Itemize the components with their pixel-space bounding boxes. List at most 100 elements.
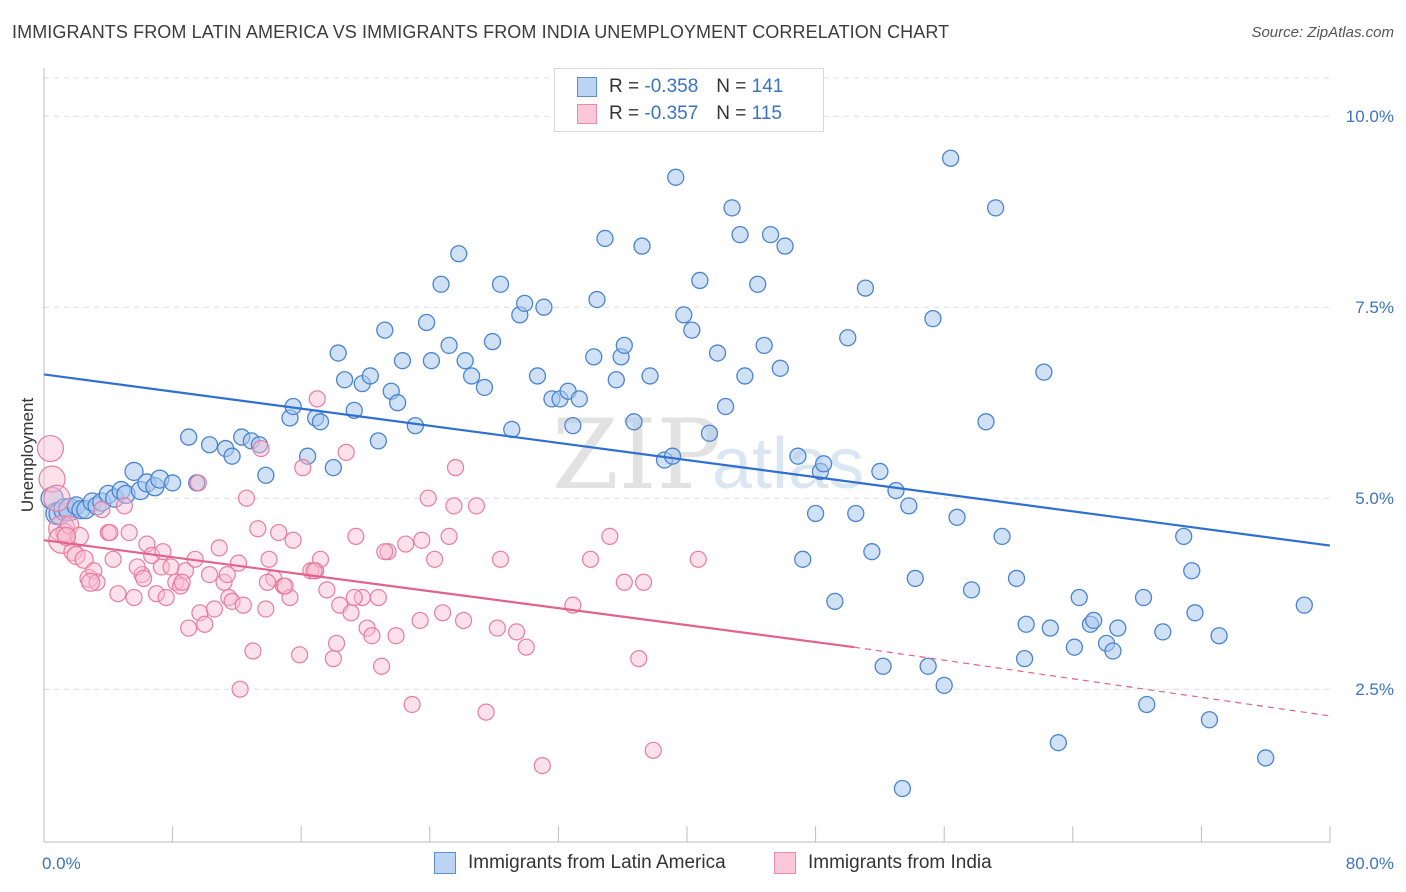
data-point-india <box>157 588 175 607</box>
data-point-latin-america <box>515 294 534 313</box>
data-point-latin-america <box>1154 623 1172 641</box>
series-legend-label: Immigrants from India <box>808 852 992 873</box>
data-point-latin-america <box>893 779 912 798</box>
data-point-latin-america <box>749 275 767 293</box>
data-point-latin-america <box>708 344 727 362</box>
data-point-india <box>120 523 138 542</box>
data-point-latin-america <box>1085 611 1103 630</box>
data-point-latin-america <box>588 290 606 309</box>
data-point-india <box>363 627 381 645</box>
data-point-latin-america <box>1007 569 1026 588</box>
y-tick-label: 2.5% <box>1355 680 1394 699</box>
data-point-india <box>689 550 707 568</box>
data-point-india <box>109 585 127 603</box>
data-point-latin-america <box>874 657 892 675</box>
data-point-latin-america <box>839 329 857 347</box>
data-point-latin-america <box>422 352 441 370</box>
data-point-latin-america <box>491 275 510 293</box>
data-point-india <box>244 642 262 660</box>
data-point-latin-america <box>1200 711 1219 729</box>
data-point-india <box>337 443 355 461</box>
data-point-latin-america <box>826 592 844 610</box>
data-point-india <box>318 581 336 599</box>
data-point-latin-america <box>615 336 633 355</box>
data-point-india <box>162 558 180 576</box>
data-point-latin-america <box>667 168 685 186</box>
data-point-latin-america <box>1104 642 1122 660</box>
data-point-latin-america <box>440 336 458 355</box>
data-point-latin-america <box>962 581 981 599</box>
data-point-india <box>81 572 101 592</box>
data-point-latin-america <box>716 397 735 416</box>
data-point-india <box>615 573 633 591</box>
data-point-latin-america <box>1183 562 1201 580</box>
y-tick-label: 10.0% <box>1346 107 1394 126</box>
data-point-latin-america <box>1210 627 1228 645</box>
data-point-latin-america <box>736 367 754 385</box>
data-point-india <box>223 592 241 610</box>
data-point-india <box>488 619 506 637</box>
data-point-latin-america <box>1109 619 1127 637</box>
data-point-india <box>369 588 387 607</box>
data-point-india <box>257 600 275 618</box>
data-point-india <box>508 623 526 641</box>
data-point-latin-america <box>1065 638 1084 656</box>
data-point-india <box>630 650 648 668</box>
data-point-latin-america <box>564 416 582 435</box>
data-point-india <box>434 604 452 622</box>
legend-r-value: -0.357 <box>644 103 699 124</box>
data-point-india <box>413 531 431 549</box>
legend-r-label: R = <box>609 103 640 124</box>
legend-n-label: N = <box>716 103 747 124</box>
data-point-india <box>517 638 535 656</box>
series-legend-swatch-blue <box>434 852 456 874</box>
data-point-india <box>189 474 207 492</box>
trend-lines <box>43 373 1331 717</box>
series-india-points <box>36 390 707 775</box>
data-point-latin-america <box>1017 615 1035 633</box>
data-point-latin-america <box>257 466 275 484</box>
y-tick-label: 7.5% <box>1355 298 1394 317</box>
data-point-india <box>290 646 309 664</box>
data-point-india <box>634 573 653 591</box>
data-point-latin-america <box>993 527 1011 546</box>
data-point-india <box>454 611 473 630</box>
data-point-latin-america <box>1070 588 1088 607</box>
data-point-latin-america <box>607 371 625 389</box>
data-point-latin-america <box>935 676 953 695</box>
data-point-latin-america <box>789 447 807 465</box>
legend-swatch-blue <box>577 77 597 97</box>
data-point-india <box>426 550 444 568</box>
data-point-india <box>93 501 111 519</box>
data-point-india <box>477 703 495 721</box>
x-tick-label: 80.0% <box>1346 854 1394 873</box>
legend-swatch-pink <box>577 104 597 124</box>
data-point-latin-america <box>369 432 388 450</box>
data-point-latin-america <box>335 371 354 389</box>
legend-n-value: 115 <box>751 103 782 124</box>
data-point-latin-america <box>633 237 651 255</box>
data-point-latin-america <box>585 348 603 366</box>
data-point-india <box>308 390 326 408</box>
data-point-latin-america <box>948 508 966 526</box>
data-point-latin-america <box>1175 527 1193 546</box>
data-point-india <box>249 520 267 538</box>
data-point-latin-america <box>1134 588 1153 607</box>
data-point-latin-america <box>663 447 682 465</box>
data-point-latin-america <box>462 367 481 385</box>
data-point-latin-america <box>887 481 905 500</box>
data-point-india <box>445 497 463 515</box>
data-point-india <box>342 604 360 622</box>
data-point-latin-america <box>814 455 833 473</box>
data-point-india <box>284 531 302 549</box>
data-point-latin-america <box>941 149 960 167</box>
data-point-india <box>601 527 619 546</box>
data-point-india <box>276 577 294 595</box>
data-point-india <box>173 573 191 591</box>
data-point-india <box>581 550 600 568</box>
data-point-latin-america <box>1015 649 1034 668</box>
series-latin-america-points <box>40 149 1313 798</box>
correlation-legend: R = -0.358 N = 141 R = -0.357 N = 115 <box>554 68 824 132</box>
data-point-india <box>446 459 465 477</box>
data-point-latin-america <box>456 352 474 370</box>
